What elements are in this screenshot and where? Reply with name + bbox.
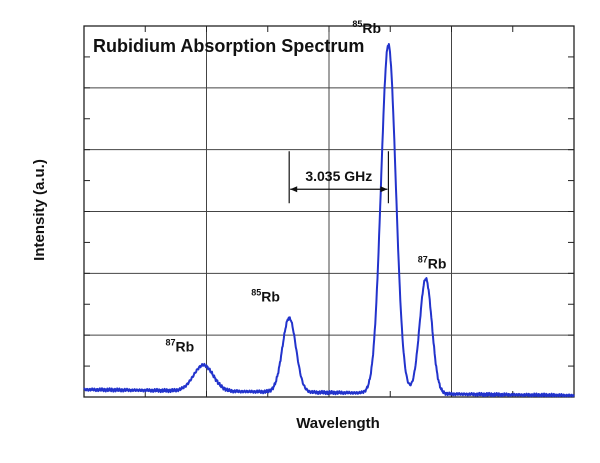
peak-label-mass: 85	[352, 19, 362, 29]
plot-frame	[83, 25, 575, 398]
grid-lines	[84, 26, 574, 397]
peak-label: 85Rb	[251, 287, 280, 304]
chart-title: Rubidium Absorption Spectrum	[93, 36, 364, 56]
peak-label-element: Rb	[175, 339, 194, 355]
peak-label-element: Rb	[428, 256, 447, 272]
spectrum-line	[83, 43, 575, 398]
peak-label: 87Rb	[165, 338, 194, 355]
frequency-annotation: 3.035 GHz	[288, 151, 390, 204]
peak-label-element: Rb	[362, 20, 381, 36]
peak-label-mass: 85	[251, 287, 261, 297]
peak-label: 85Rb	[352, 19, 381, 36]
frequency-label: 3.035 GHz	[305, 168, 372, 184]
peak-label-element: Rb	[261, 288, 280, 304]
y-axis-label: Intensity (a.u.)	[31, 159, 48, 261]
peak-label-mass: 87	[165, 338, 175, 348]
arrowhead-right-icon	[380, 186, 388, 193]
arrowhead-left-icon	[290, 186, 298, 193]
peak-label-mass: 87	[418, 255, 428, 265]
peak-label: 87Rb	[418, 255, 447, 272]
x-axis-label: Wavelength	[296, 415, 380, 432]
